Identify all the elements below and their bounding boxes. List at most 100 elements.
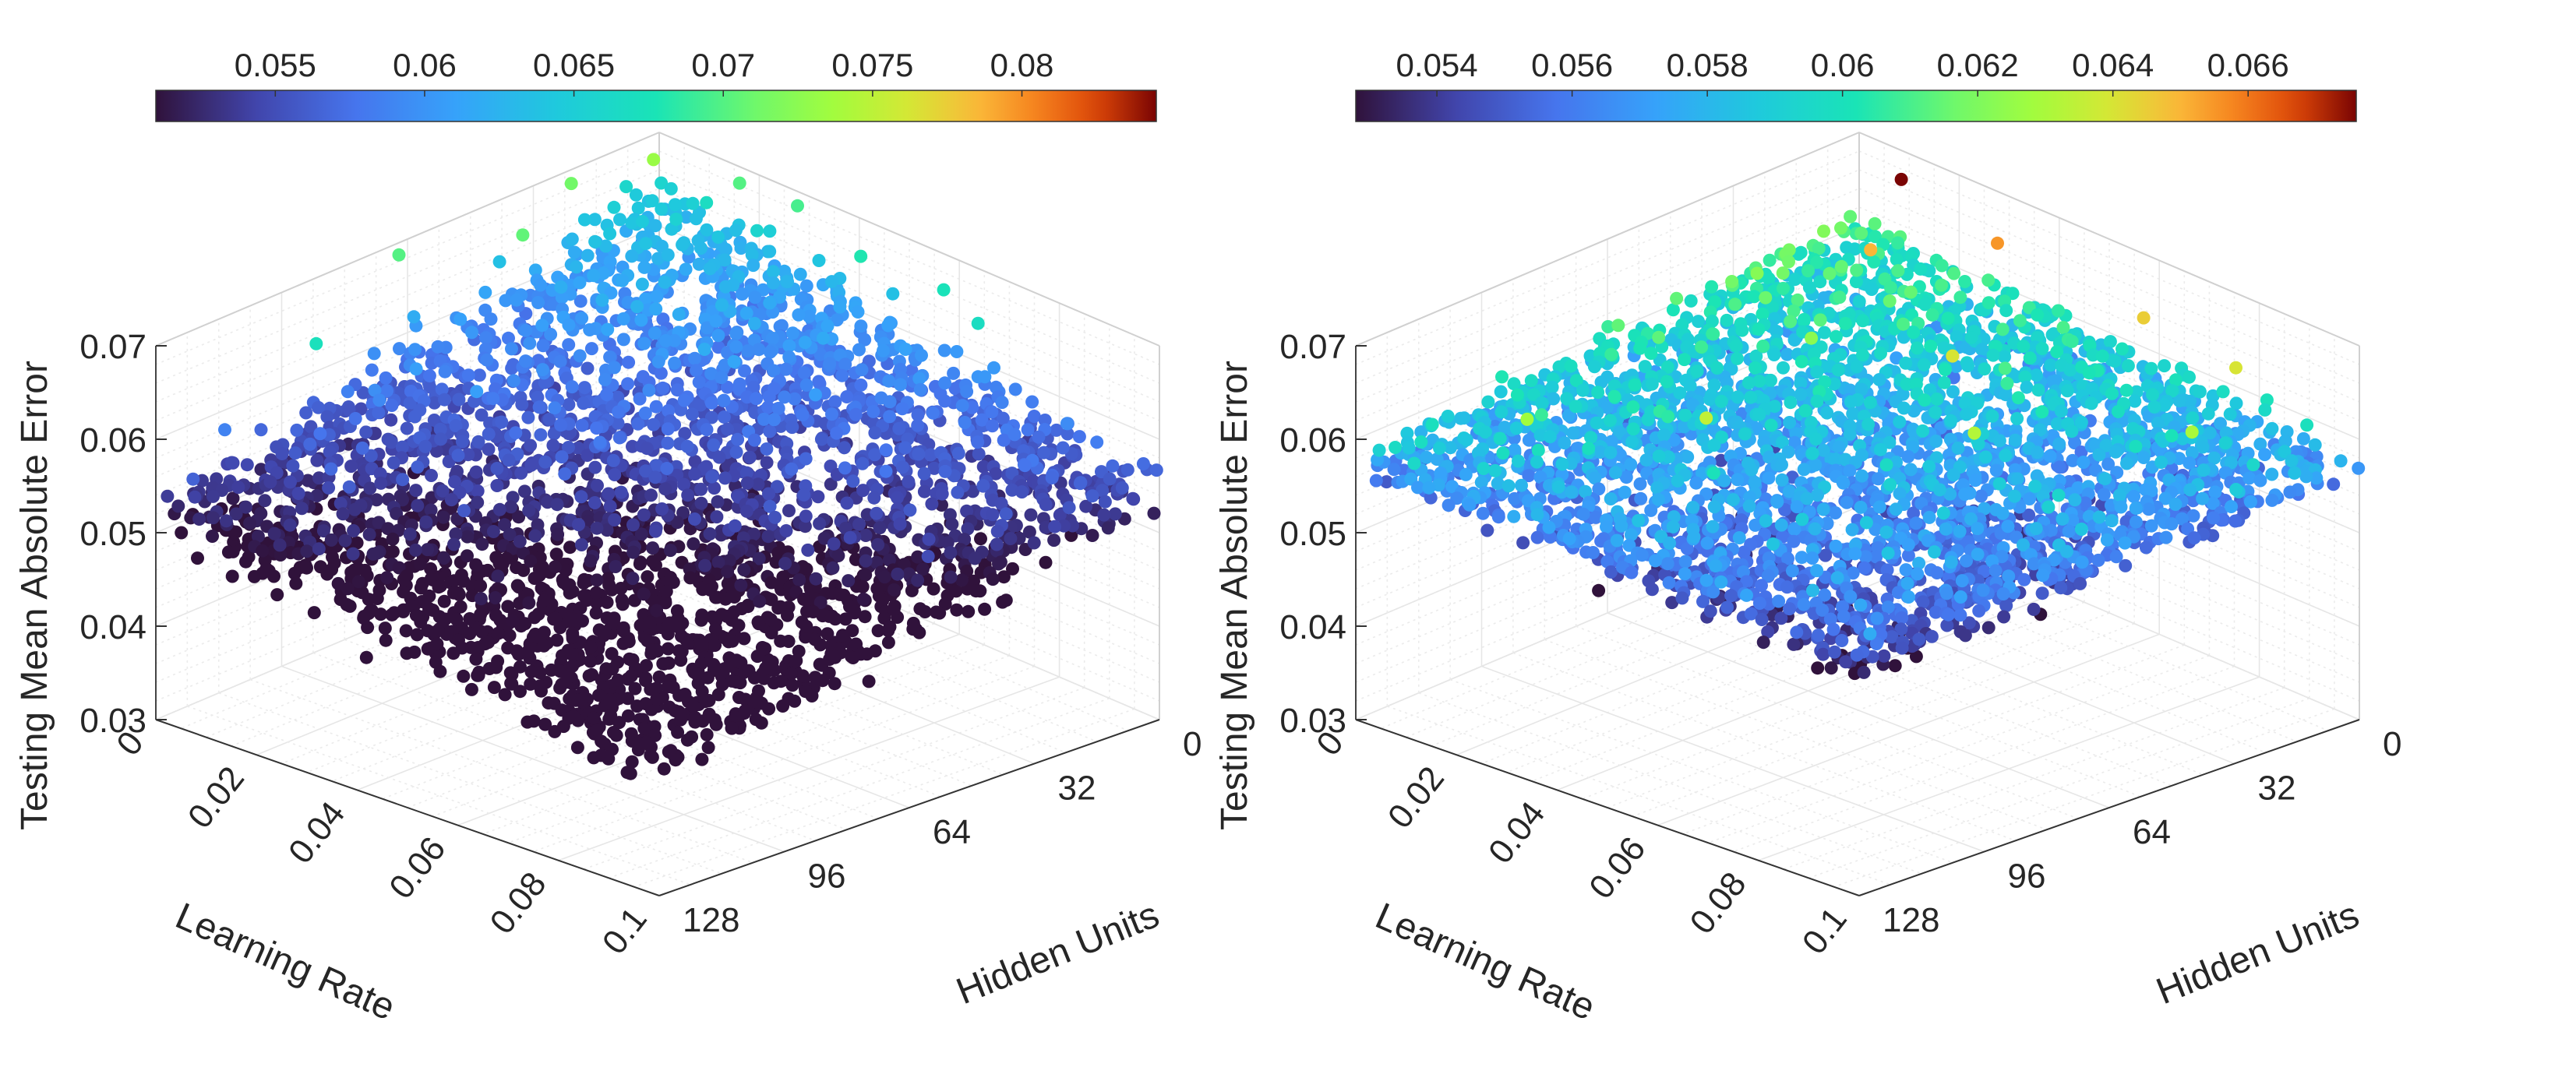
left-data-point [688, 467, 702, 481]
left-data-point [649, 400, 663, 414]
left-data-point [313, 427, 327, 441]
left-data-point [750, 392, 764, 406]
right-data-point [2065, 334, 2079, 348]
left-data-point [577, 381, 591, 395]
left-data-point [916, 562, 930, 576]
left-data-point [514, 466, 528, 480]
left-data-point [911, 418, 925, 432]
left-data-point [587, 269, 601, 283]
left-data-point [492, 502, 506, 516]
right-data-point [1930, 393, 1944, 406]
left-data-point [846, 474, 860, 488]
right-data-point [1493, 431, 1507, 445]
left-data-point [926, 406, 940, 420]
left-data-point [639, 237, 653, 251]
left-data-point [489, 591, 503, 604]
left-data-point [685, 730, 699, 744]
left-data-point [705, 470, 718, 484]
left-data-point [1045, 471, 1059, 484]
left-data-point [595, 734, 609, 748]
left-data-point [575, 312, 589, 325]
left-data-point [495, 415, 509, 429]
left-data-point [679, 210, 693, 224]
left-data-point [598, 239, 612, 253]
left-data-point [607, 726, 620, 739]
left-data-point [450, 612, 464, 626]
left-data-point [548, 560, 562, 574]
left-data-point [562, 338, 576, 352]
left-data-point [1072, 430, 1086, 444]
left-data-point [648, 524, 662, 538]
left-data-point [955, 399, 969, 413]
left-data-point [647, 417, 661, 431]
left-z-tick-label: 0.07 [79, 328, 146, 366]
right-data-point [1981, 296, 1996, 310]
left-data-point [711, 231, 725, 244]
left-data-point [725, 590, 739, 603]
right-data-point [1387, 463, 1401, 477]
right-data-point [2052, 304, 2065, 318]
left-data-point [986, 572, 1000, 586]
left-chart: 0.055 0.06 0.065 0.07 0.075 0.08 0.030.040.05… [14, 47, 1202, 1029]
right-data-point [1798, 403, 1812, 417]
left-data-point [372, 406, 386, 420]
left-data-point [826, 561, 840, 575]
left-data-point [773, 319, 787, 333]
left-data-point [894, 378, 907, 392]
left-data-point [974, 532, 987, 546]
left-data-point [759, 661, 773, 675]
left-data-point [419, 515, 433, 529]
left-data-point [633, 557, 647, 571]
right-data-point [2218, 436, 2232, 450]
right-data-point [1389, 441, 1403, 454]
left-data-point [906, 616, 920, 630]
left-data-point [528, 263, 542, 277]
left-data-point [692, 257, 706, 271]
left-data-point [320, 410, 334, 424]
left-data-point [226, 491, 240, 505]
right-data-point [2052, 460, 2066, 474]
left-data-point [739, 504, 753, 518]
left-data-point [661, 248, 675, 262]
right-data-point [1813, 313, 1827, 327]
left-data-point [224, 456, 238, 470]
left-data-point [785, 462, 799, 476]
left-data-point [656, 381, 670, 395]
left-data-point [944, 570, 958, 584]
left-data-point [697, 343, 711, 356]
left-data-point [882, 374, 896, 388]
left-data-point [385, 607, 399, 622]
left-data-point [603, 227, 617, 241]
left-data-point [858, 610, 872, 624]
left-data-point [782, 339, 796, 353]
left-data-point [449, 419, 463, 433]
left-data-point [661, 680, 675, 694]
left-data-point [883, 410, 897, 424]
right-data-point [1872, 373, 1886, 386]
left-data-point [782, 350, 796, 364]
left-data-point [887, 603, 901, 617]
right-data-point [1558, 436, 1572, 450]
left-data-point [778, 557, 792, 570]
right-data-point [1494, 385, 1508, 399]
right-data-point [1897, 317, 1910, 331]
right-data-point [2119, 383, 2133, 397]
right-data-point [1645, 377, 1659, 391]
left-data-point [472, 368, 486, 382]
left-data-point [611, 416, 625, 430]
left-data-point [746, 259, 760, 273]
left-data-point [788, 694, 802, 708]
left-data-point [299, 406, 313, 420]
left-data-point [1108, 507, 1122, 521]
right-colorbar-tick-label: 0.062 [1937, 47, 2019, 83]
right-colorbar-bar [1355, 90, 2357, 122]
left-data-point [871, 624, 885, 638]
right-data-point [1670, 291, 1684, 305]
left-data-point [341, 582, 355, 596]
left-data-point [614, 485, 628, 499]
right-data-point [1673, 386, 1687, 400]
left-data-point [535, 319, 549, 333]
left-data-point [295, 502, 309, 516]
right-data-point [1494, 405, 1509, 419]
